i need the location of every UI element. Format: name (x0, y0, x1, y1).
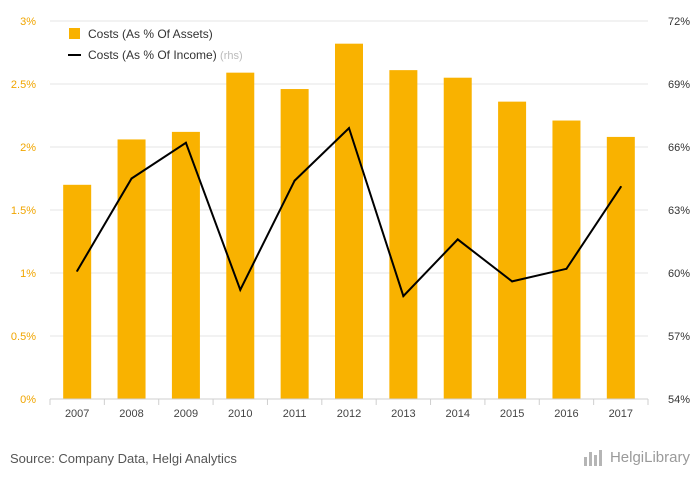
x-tick-label: 2015 (500, 408, 524, 420)
legend: Costs (As % Of Assets) Costs (As % Of Inc… (68, 27, 243, 62)
brand-name: HelgiLibrary (609, 449, 690, 466)
x-tick-label: 2016 (554, 408, 578, 420)
x-tick-label: 2008 (119, 408, 143, 420)
source-text: Source: Company Data, Helgi Analytics (10, 451, 237, 466)
x-tick-label: 2012 (337, 408, 361, 420)
x-tick-label: 2017 (609, 408, 633, 420)
y-right-tick-label: 66% (668, 142, 690, 154)
brand-logo: HelgiLibrary (583, 449, 690, 466)
line-point (76, 269, 79, 272)
y-left-tick-label: 1% (20, 268, 36, 280)
line-series (76, 126, 622, 298)
line-point (456, 238, 459, 241)
legend-bar-swatch (69, 28, 80, 39)
y-left-tick-label: 1.5% (11, 205, 36, 217)
y-axis-right: 54% 57% 60% 63% 66% 69% 72% (668, 16, 690, 406)
bar (280, 89, 309, 399)
x-tick-label: 2013 (391, 408, 415, 420)
bars (63, 43, 635, 400)
line-point (348, 127, 350, 130)
x-axis: 2007 2008 2009 2010 2011 2012 2013 2014 2015 2016… (49, 398, 649, 420)
footer: Source: Company Data, Helgi Analytics He… (0, 440, 700, 483)
y-right-tick-label: 72% (668, 16, 690, 28)
y-right-tick-label: 57% (668, 331, 690, 343)
bar (117, 139, 146, 399)
bar (606, 136, 635, 400)
y-axis-left: 0% 0.5% 1% 1.5% 2% 2.5% 3% (11, 16, 36, 406)
line-point (565, 267, 568, 270)
bar (171, 131, 200, 399)
line-point (511, 280, 514, 283)
y-left-tick-label: 2.5% (11, 79, 36, 91)
line-point (619, 185, 622, 188)
y-left-tick-label: 2% (20, 142, 36, 154)
line-point (293, 179, 296, 182)
x-tick-label: 2007 (65, 408, 89, 420)
x-tick-label: 2010 (228, 408, 252, 420)
y-right-tick-label: 60% (668, 268, 690, 280)
x-tick-label: 2011 (283, 408, 307, 420)
x-tick-label: 2009 (174, 408, 198, 420)
y-right-tick-label: 54% (668, 394, 690, 406)
line-point (184, 141, 187, 144)
bar (63, 184, 92, 399)
bar (389, 70, 418, 399)
y-left-tick-label: 0% (20, 394, 36, 406)
bar (226, 72, 255, 399)
chart: 2007 2008 2009 2010 2011 2012 2013 2014 2015 2016… (11, 16, 690, 420)
line-point (130, 177, 133, 180)
y-right-tick-label: 69% (668, 79, 690, 91)
y-left-tick-label: 0.5% (11, 331, 36, 343)
legend-rhs-note: (rhs) (220, 50, 243, 62)
legend-label-income: Costs (As % Of Income) (rhs) (88, 48, 243, 62)
y-right-tick-label: 63% (668, 205, 690, 217)
y-left-tick-label: 3% (20, 16, 36, 28)
bar (498, 101, 527, 399)
line-point (402, 295, 405, 298)
bar (552, 120, 581, 399)
line-point (239, 288, 242, 291)
legend-label-assets: Costs (As % Of Assets) (88, 27, 213, 41)
bar (335, 43, 363, 400)
x-tick-label: 2014 (445, 408, 469, 420)
library-icon (583, 449, 606, 466)
